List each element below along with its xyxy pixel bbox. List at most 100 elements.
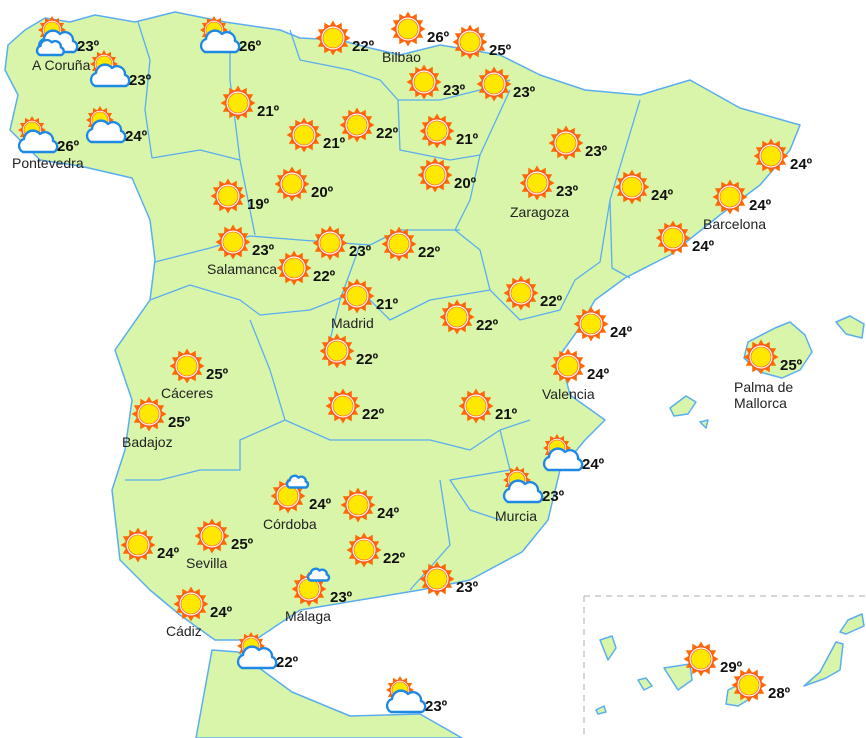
temperature-label: 25º bbox=[489, 42, 512, 59]
sun-icon bbox=[325, 388, 361, 424]
temperature-label: 22º bbox=[540, 293, 563, 310]
sun-icon bbox=[169, 348, 205, 384]
forecast-marker[interactable]: 26º Bilbao bbox=[382, 11, 450, 66]
sun-icon bbox=[286, 117, 322, 153]
temperature-label: 24º bbox=[309, 496, 332, 513]
sun-icon bbox=[503, 275, 539, 311]
canarias-island bbox=[595, 705, 607, 715]
sun-icon bbox=[220, 85, 256, 121]
forecast-marker[interactable]: 22º bbox=[381, 226, 441, 262]
forecast-marker[interactable]: 22º bbox=[439, 299, 499, 335]
forecast-marker[interactable]: 24º bbox=[753, 138, 813, 174]
forecast-marker[interactable]: 22º bbox=[325, 388, 385, 424]
forecast-marker[interactable]: 22º bbox=[276, 250, 336, 286]
forecast-marker[interactable]: 24º bbox=[614, 169, 674, 205]
forecast-marker[interactable]: 25º Cáceres bbox=[161, 348, 229, 402]
sun-icon bbox=[120, 527, 156, 563]
forecast-marker[interactable]: 23º Salamanca bbox=[207, 224, 277, 278]
forecast-marker[interactable]: 22º bbox=[319, 333, 379, 369]
forecast-marker[interactable]: 26º bbox=[199, 16, 262, 55]
forecast-marker[interactable]: 23º bbox=[406, 64, 466, 100]
forecast-marker[interactable]: 23º A Coruña bbox=[32, 16, 100, 73]
forecast-marker[interactable]: 24º Cádiz bbox=[166, 586, 233, 640]
sun-icon bbox=[548, 125, 584, 161]
forecast-marker[interactable]: 24º bbox=[85, 106, 148, 145]
cloud-icon bbox=[17, 129, 59, 154]
forecast-marker[interactable]: 21º bbox=[419, 113, 479, 149]
forecast-marker[interactable]: 23º bbox=[312, 225, 372, 261]
temperature-label: 23º bbox=[556, 183, 579, 200]
forecast-marker[interactable]: 25º Badajoz bbox=[122, 396, 191, 451]
sun-icon bbox=[743, 339, 779, 375]
forecast-marker[interactable]: 29º bbox=[683, 641, 743, 677]
forecast-marker[interactable]: 23º Murcia bbox=[495, 466, 565, 524]
cloud-icon bbox=[35, 38, 65, 57]
forecast-marker[interactable]: 22º bbox=[315, 20, 375, 56]
forecast-marker[interactable]: 21º bbox=[220, 85, 280, 121]
city-label: A Coruña bbox=[32, 57, 91, 73]
forecast-marker[interactable]: 23º bbox=[89, 50, 152, 89]
sun-icon bbox=[452, 24, 488, 60]
city-label: Bilbao bbox=[382, 49, 421, 65]
sun-icon bbox=[712, 179, 748, 215]
temperature-label: 21º bbox=[323, 135, 346, 152]
forecast-marker[interactable]: 23º bbox=[476, 66, 536, 102]
cloud-icon bbox=[285, 474, 310, 489]
forecast-marker[interactable]: 23º Zaragoza bbox=[510, 165, 579, 221]
temperature-label: 23º bbox=[77, 38, 100, 55]
forecast-marker[interactable]: 28º bbox=[731, 667, 791, 703]
sun-icon bbox=[194, 518, 230, 554]
partly-cloudy-icon bbox=[89, 50, 131, 88]
sun-icon bbox=[340, 487, 376, 523]
forecast-marker[interactable]: 21º bbox=[458, 388, 518, 424]
city-label: Valencia bbox=[542, 386, 595, 402]
sun-icon bbox=[325, 388, 361, 424]
temperature-label: 25º bbox=[168, 414, 191, 431]
forecast-marker[interactable]: 23º bbox=[385, 676, 448, 715]
forecast-marker[interactable]: 19º bbox=[210, 178, 270, 214]
forecast-marker[interactable]: 24º bbox=[542, 434, 605, 473]
canarias-island bbox=[637, 677, 653, 691]
forecast-marker[interactable]: 24º Córdoba bbox=[263, 474, 332, 532]
forecast-marker[interactable]: 24º Valencia bbox=[542, 348, 610, 403]
sun-icon bbox=[417, 157, 453, 193]
sun-icon bbox=[476, 66, 512, 102]
forecast-marker[interactable]: 23º bbox=[548, 125, 608, 161]
sun-icon bbox=[339, 107, 375, 143]
forecast-marker[interactable]: 24º bbox=[573, 306, 633, 342]
forecast-marker[interactable]: 22º bbox=[236, 632, 299, 671]
forecast-marker[interactable]: 25º bbox=[452, 24, 512, 60]
forecast-marker[interactable]: 22º bbox=[339, 107, 399, 143]
forecast-marker[interactable]: 24º bbox=[340, 487, 400, 523]
sun-icon bbox=[276, 250, 312, 286]
temperature-label: 24º bbox=[210, 604, 233, 621]
forecast-marker[interactable]: 22º bbox=[346, 532, 406, 568]
forecast-marker[interactable]: 20º bbox=[417, 157, 477, 193]
sun-icon bbox=[169, 348, 205, 384]
sun-icon bbox=[339, 278, 375, 314]
sun-icon bbox=[550, 348, 586, 384]
forecast-marker[interactable]: 24º bbox=[655, 220, 715, 256]
forecast-marker[interactable]: 24º Barcelona bbox=[703, 179, 772, 233]
forecast-marker[interactable]: 24º bbox=[120, 527, 180, 563]
sun-icon bbox=[215, 224, 251, 260]
sun-icon bbox=[276, 250, 312, 286]
temperature-label: 23º bbox=[585, 143, 608, 160]
temperature-label: 25º bbox=[206, 366, 229, 383]
forecast-marker[interactable]: 23º Málaga bbox=[285, 567, 353, 624]
forecast-marker[interactable]: 21º bbox=[286, 117, 346, 153]
forecast-marker[interactable]: 20º bbox=[274, 166, 334, 202]
forecast-marker[interactable]: 22º bbox=[503, 275, 563, 311]
forecast-marker[interactable]: 23º bbox=[419, 561, 479, 597]
sun-icon bbox=[291, 571, 327, 607]
sun-icon bbox=[548, 125, 584, 161]
temperature-label: 24º bbox=[157, 545, 180, 562]
sun-icon bbox=[173, 586, 209, 622]
sun-icon bbox=[452, 24, 488, 60]
sun-icon bbox=[550, 348, 586, 384]
